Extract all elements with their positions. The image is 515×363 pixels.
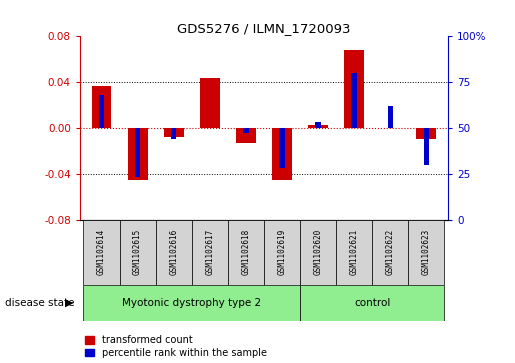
- Text: Myotonic dystrophy type 2: Myotonic dystrophy type 2: [122, 298, 261, 308]
- Bar: [300, 285, 444, 321]
- Text: control: control: [354, 298, 390, 308]
- Text: GSM1102619: GSM1102619: [278, 229, 286, 276]
- Text: GSM1102617: GSM1102617: [205, 229, 214, 276]
- Text: GSM1102614: GSM1102614: [97, 229, 106, 276]
- Bar: [83, 285, 300, 321]
- Bar: [192, 220, 228, 285]
- Bar: [236, 128, 256, 143]
- Bar: [200, 78, 220, 128]
- Legend: transformed count, percentile rank within the sample: transformed count, percentile rank withi…: [84, 335, 267, 358]
- Text: disease state: disease state: [5, 298, 75, 308]
- Bar: [83, 220, 119, 285]
- Bar: [135, 128, 140, 178]
- Bar: [228, 220, 264, 285]
- Bar: [308, 125, 328, 128]
- Bar: [372, 220, 408, 285]
- Text: GSM1102620: GSM1102620: [314, 229, 322, 276]
- Bar: [128, 128, 147, 180]
- Text: GSM1102618: GSM1102618: [242, 229, 250, 276]
- Text: GSM1102623: GSM1102623: [422, 229, 431, 276]
- Bar: [156, 220, 192, 285]
- Bar: [417, 128, 436, 139]
- Bar: [424, 128, 429, 165]
- Bar: [279, 128, 285, 168]
- Bar: [388, 106, 393, 128]
- Bar: [344, 50, 364, 128]
- Bar: [315, 122, 321, 128]
- Bar: [264, 220, 300, 285]
- Bar: [408, 220, 444, 285]
- Bar: [336, 220, 372, 285]
- Bar: [300, 220, 336, 285]
- Text: GSM1102616: GSM1102616: [169, 229, 178, 276]
- Bar: [119, 220, 156, 285]
- Bar: [243, 128, 249, 134]
- Bar: [99, 95, 104, 128]
- Text: GSM1102615: GSM1102615: [133, 229, 142, 276]
- Title: GDS5276 / ILMN_1720093: GDS5276 / ILMN_1720093: [177, 22, 351, 35]
- Bar: [92, 86, 111, 128]
- Bar: [171, 128, 177, 139]
- Bar: [164, 128, 184, 137]
- Bar: [351, 73, 357, 128]
- Text: ▶: ▶: [64, 298, 73, 308]
- Text: GSM1102621: GSM1102621: [350, 229, 358, 276]
- Bar: [272, 128, 292, 180]
- Text: GSM1102622: GSM1102622: [386, 229, 395, 276]
